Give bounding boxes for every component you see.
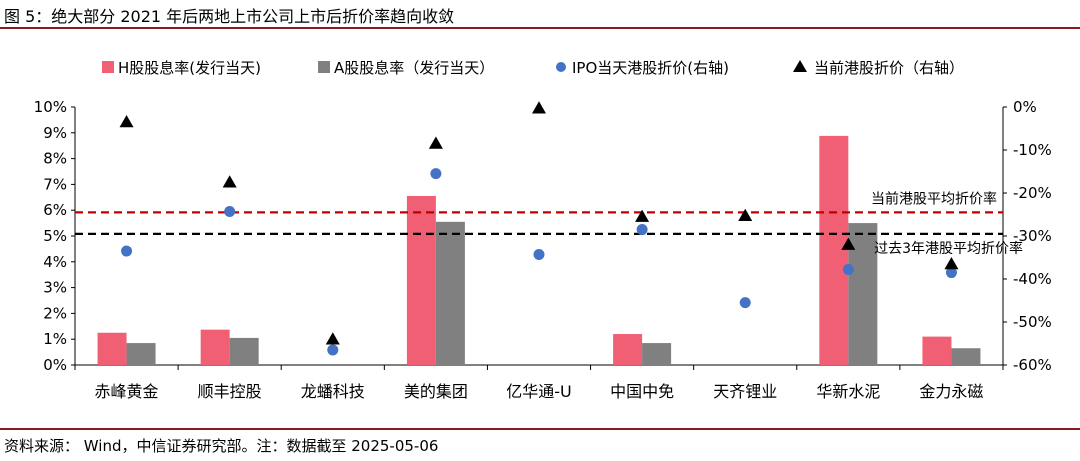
left-tick-label: 10% [34, 98, 67, 116]
ipo-discount-point [224, 205, 236, 217]
current-discount-point [738, 208, 753, 222]
category-label: 赤峰黄金 [95, 382, 159, 401]
category-label: 金力永磁 [919, 382, 983, 401]
ipo-discount-point [636, 224, 648, 236]
left-tick-label: 2% [43, 304, 67, 322]
category-label: 顺丰控股 [198, 382, 262, 401]
current-discount-point [944, 256, 959, 270]
right-tick-label: -50% [1013, 313, 1052, 331]
ipo-discount-point [533, 248, 545, 260]
current-discount-point [841, 237, 856, 250]
left-tick-label: 6% [43, 201, 67, 219]
left-tick-label: 7% [43, 175, 67, 193]
right-tick-label: 0% [1013, 98, 1037, 116]
right-tick-label: -10% [1013, 141, 1052, 159]
bottom-rule [0, 428, 1080, 430]
h-dividend-bar [97, 332, 127, 365]
a-dividend-bar [951, 348, 981, 365]
left-tick-label: 8% [43, 150, 67, 168]
h-dividend-bar [200, 329, 230, 365]
current-discount-point [222, 175, 237, 188]
category-label: 中国中免 [610, 382, 674, 401]
category-label: 华新水泥 [816, 382, 880, 401]
dividend-discount-chart: 0% 1% 2% 3% 4% 5% 6% 7% 8% 9% 10% -60% -50% -40% -30% -… [34, 59, 1052, 401]
a-dividend-bar [126, 343, 156, 365]
legend-swatch-a [318, 61, 330, 73]
right-tick-label: -20% [1013, 184, 1052, 202]
ipo-discount-point [842, 264, 854, 276]
a-dividend-bar [229, 337, 259, 365]
ipo-discount-point [739, 297, 751, 309]
reference-line-label: 过去3年港股平均折价率 [874, 240, 1023, 257]
left-tick-label: 4% [43, 253, 67, 271]
legend-swatch-ipo [556, 62, 566, 72]
ipo-discount-point [430, 168, 442, 180]
current-discount-point [532, 101, 546, 114]
current-discount-point [428, 136, 443, 149]
ipo-discount-point [121, 245, 133, 257]
right-tick-label: -60% [1013, 356, 1052, 374]
legend-swatch-current [793, 60, 807, 72]
current-discount-point [325, 332, 340, 345]
legend-label: 当前港股折价（右轴） [814, 59, 964, 77]
h-dividend-bar [613, 334, 643, 365]
right-tick-label: -40% [1013, 270, 1052, 288]
left-tick-label: 5% [43, 227, 67, 245]
current-discount-point [635, 209, 650, 222]
figure-title: 图 5：绝大部分 2021 年后两地上市公司上市后折价率趋向收敛 [4, 7, 455, 26]
category-label: 亿华通-U [506, 382, 572, 401]
legend-label: H股股息率(发行当天) [118, 59, 261, 77]
ipo-discount-point [945, 267, 957, 279]
left-tick-label: 0% [43, 356, 67, 374]
h-dividend-bar [819, 135, 849, 365]
left-tick-label: 1% [43, 330, 67, 348]
left-tick-label: 3% [43, 279, 67, 297]
legend-label: A股股息率（发行当天） [334, 59, 494, 77]
top-rule [0, 27, 1080, 29]
category-label: 天齐锂业 [713, 382, 777, 401]
category-label: 龙蟠科技 [301, 382, 365, 401]
category-label: 美的集团 [404, 382, 468, 401]
a-dividend-bar [435, 221, 465, 365]
legend-swatch-h [102, 61, 114, 73]
legend-label: IPO当天港股折价(右轴) [572, 59, 729, 77]
left-tick-label: 9% [43, 124, 67, 142]
a-dividend-bar [848, 223, 878, 365]
h-dividend-bar [406, 196, 436, 365]
a-dividend-bar [642, 343, 672, 365]
h-dividend-bar [922, 336, 952, 365]
figure-source: 资料来源： Wind，中信证券研究部。注：数据截至 2025-05-06 [4, 437, 439, 455]
ipo-discount-point [327, 344, 339, 356]
right-tick-label: -30% [1013, 227, 1052, 245]
reference-line-label: 当前港股平均折价率 [871, 190, 997, 207]
current-discount-point [119, 115, 134, 128]
